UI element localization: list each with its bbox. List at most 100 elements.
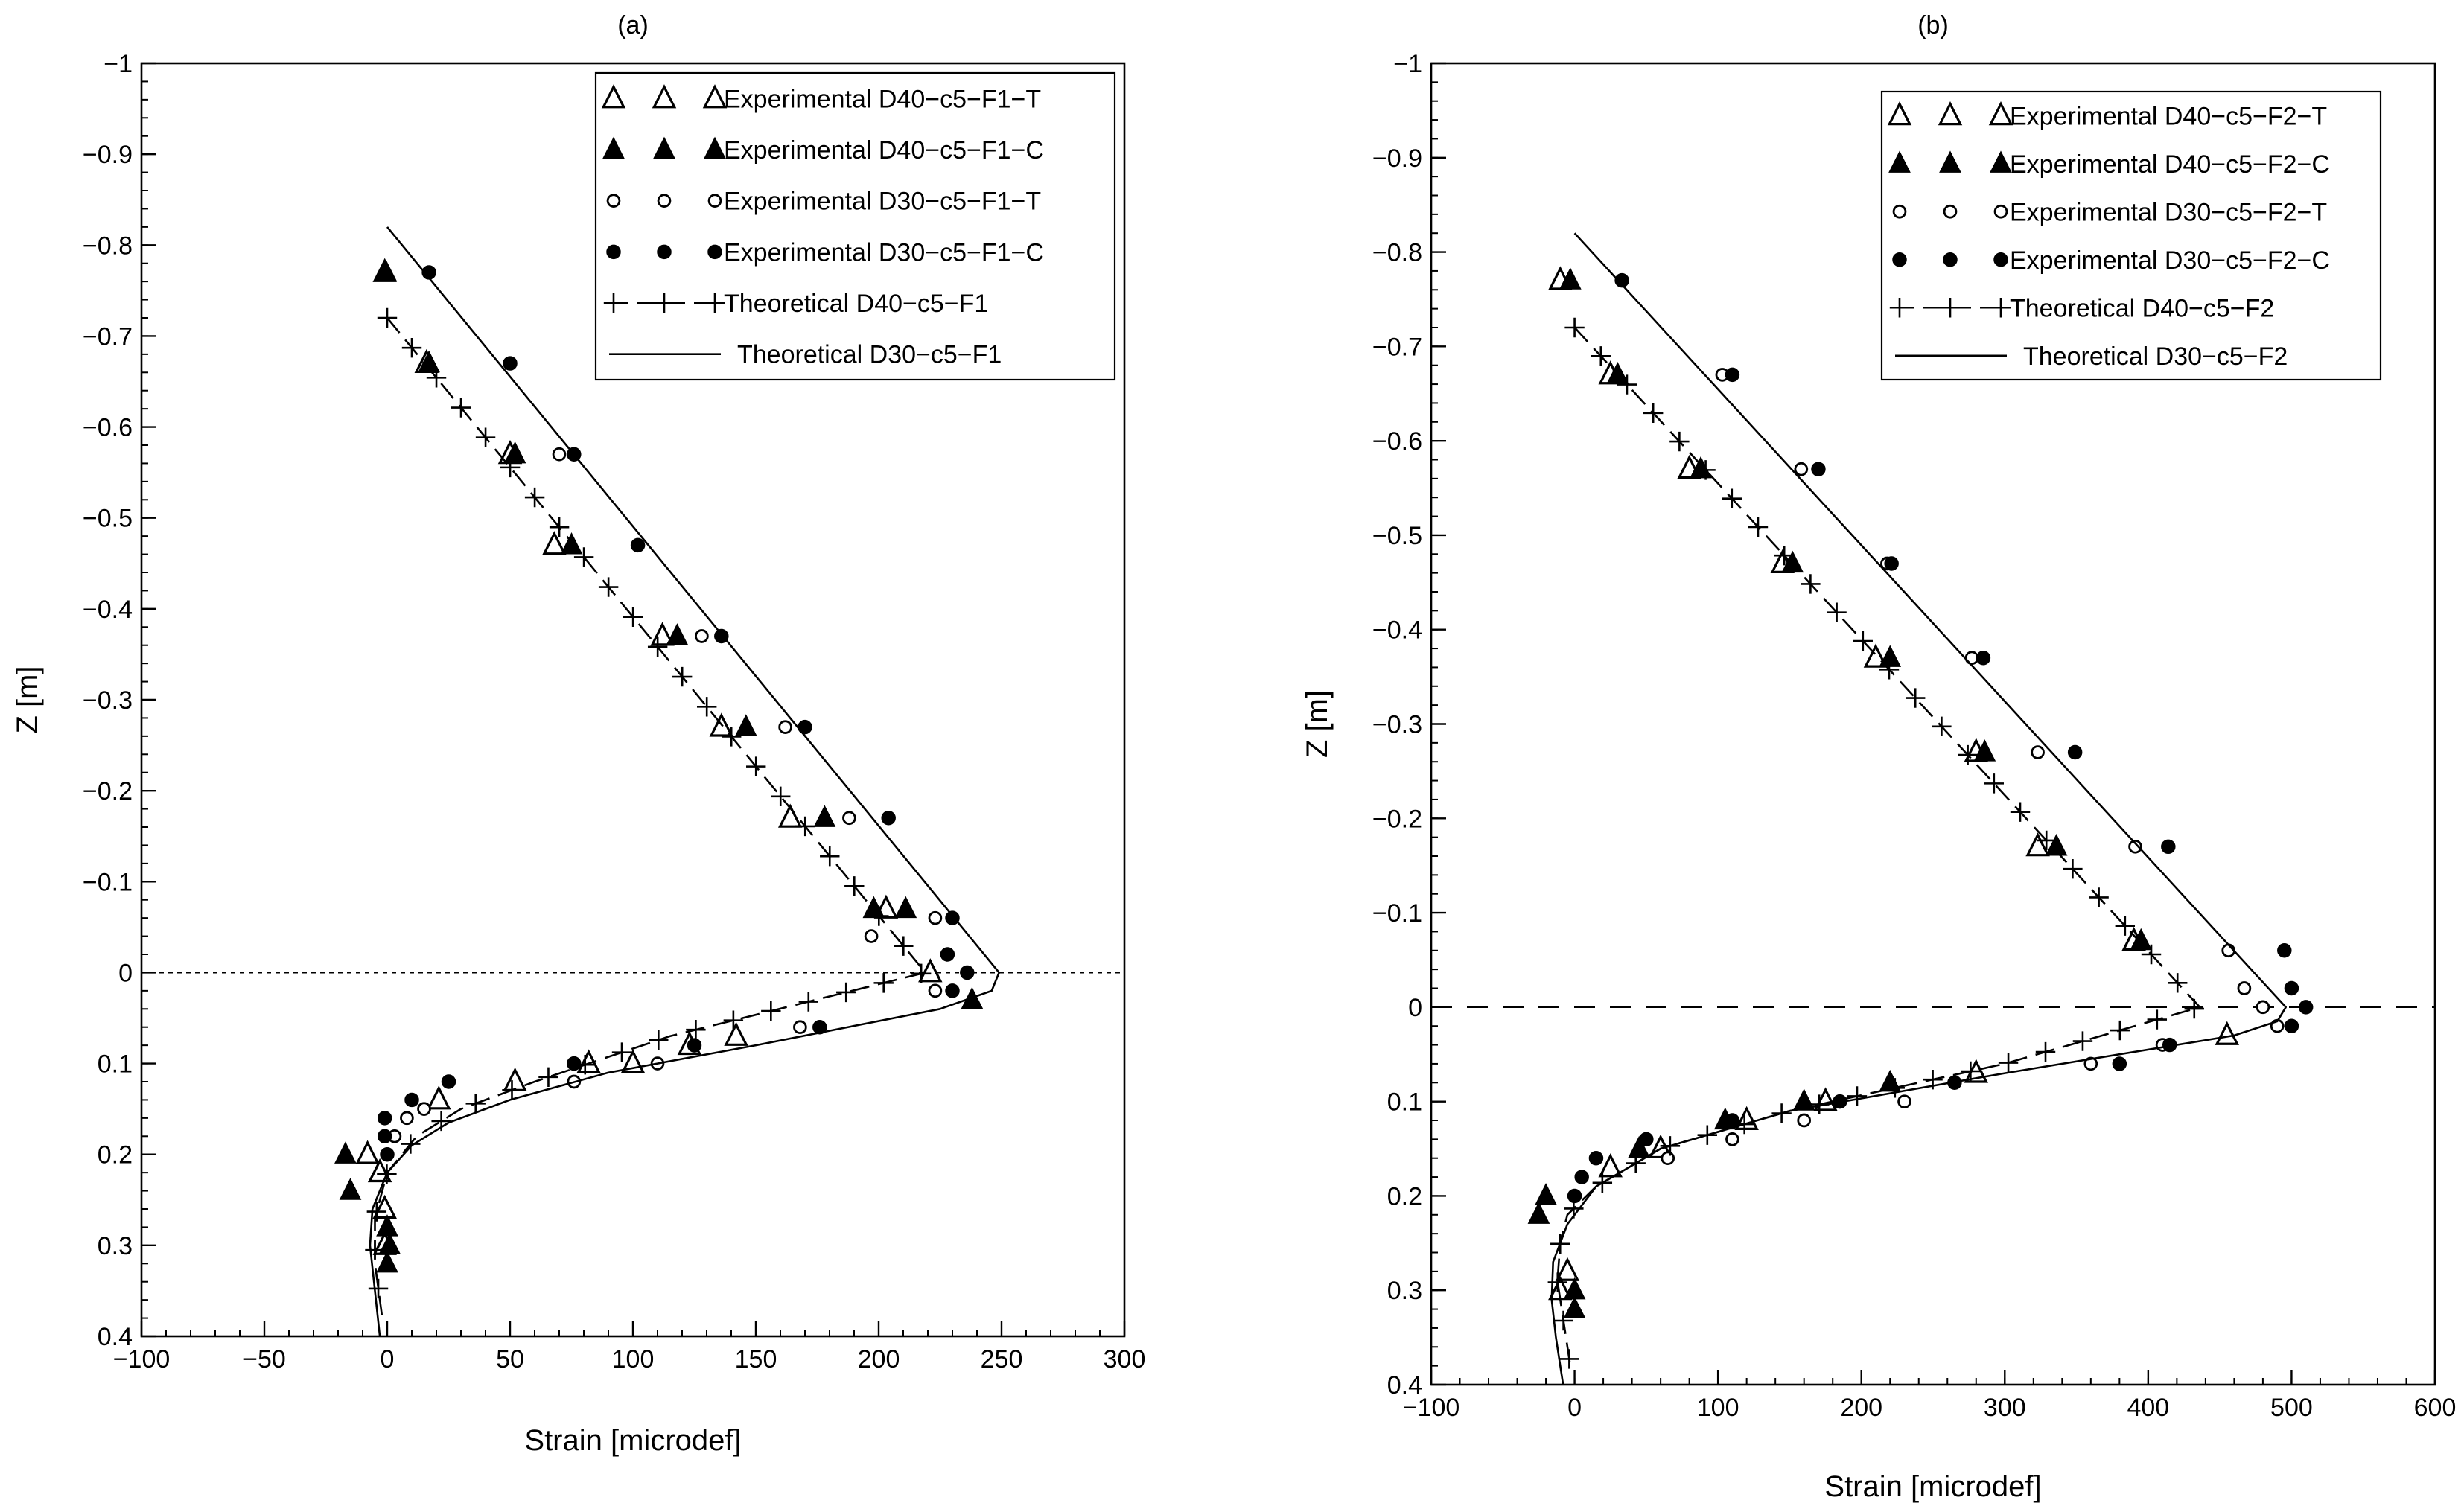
theoretical-plus-marker <box>538 1067 558 1087</box>
theoretical-plus-marker <box>1984 773 2004 794</box>
x-tick-label: 200 <box>1840 1394 1882 1422</box>
theoretical-plus-marker <box>475 427 496 447</box>
theoretical-plus-marker <box>2010 802 2031 822</box>
x-tick-label: 100 <box>1697 1394 1739 1422</box>
data-point-circle-filled <box>798 719 812 735</box>
theoretical-plus-marker <box>1696 460 1716 480</box>
legend-marker <box>606 244 621 260</box>
data-point-circle-filled <box>812 1019 827 1035</box>
theoretical-plus-marker <box>500 457 521 478</box>
data-point-triangle-filled <box>1527 1202 1550 1224</box>
data-point-circle-filled <box>567 1056 582 1071</box>
theoretical-plus-marker <box>377 307 398 328</box>
y-tick-label: 0.2 <box>1387 1182 1422 1210</box>
theoretical-plus-marker <box>401 1134 421 1154</box>
legend-marker <box>657 194 672 208</box>
data-point-circle-open <box>778 720 792 734</box>
x-tick-label: 0 <box>1567 1394 1582 1422</box>
data-point-triangle-filled <box>339 1178 362 1200</box>
series-5 <box>369 226 1000 1337</box>
theoretical-plus-marker <box>426 368 447 388</box>
legend-plus-marker <box>1940 298 1961 318</box>
legend-label: Theoretical D30−c5−F2 <box>2023 342 2288 371</box>
data-point-triangle-filled <box>375 259 398 282</box>
theoretical-plus-marker <box>844 876 865 896</box>
data-point-circle-filled <box>1725 1113 1740 1128</box>
x-tick-label: 300 <box>1984 1394 2026 1422</box>
y-tick-label: 0.4 <box>98 1323 133 1351</box>
theoretical-plus-marker <box>1853 631 1873 651</box>
data-point-triangle-open <box>1555 1257 1580 1281</box>
y-tick-label: −0.7 <box>1372 333 1422 361</box>
theoretical-solid-line <box>1550 232 2287 1385</box>
x-axis-title: Strain [microdef] <box>1824 1470 2041 1503</box>
y-tick-label: 0.3 <box>1387 1277 1422 1305</box>
data-point-triangle-filled <box>813 805 836 827</box>
y-tick-label: −0.7 <box>83 322 133 351</box>
data-point-circle-open <box>2128 840 2142 854</box>
y-tick-label: −1 <box>1393 50 1422 78</box>
theoretical-plus-marker <box>1827 602 1847 622</box>
legend-marker <box>653 136 675 159</box>
data-point-circle-filled <box>1725 367 1740 383</box>
data-point-triangle-filled <box>376 1214 398 1237</box>
data-point-circle-open <box>1725 1132 1739 1146</box>
theoretical-plus-marker <box>1559 1349 1579 1369</box>
legend-label: Experimental D40−c5−F1−C <box>724 136 1044 165</box>
theoretical-plus-marker <box>2063 858 2083 879</box>
theoretical-plus-marker <box>771 786 791 806</box>
theoretical-plus-marker <box>723 1010 744 1030</box>
theoretical-plus-marker <box>672 666 693 687</box>
data-point-circle-filled <box>945 983 960 998</box>
plot-area-frame <box>1430 62 2436 1386</box>
theoretical-plus-marker <box>366 1202 387 1222</box>
theoretical-plus-marker <box>1669 431 1690 452</box>
theoretical-plus-marker <box>894 936 914 956</box>
data-point-triangle-filled <box>1792 1088 1815 1111</box>
data-point-triangle-filled <box>2130 928 2153 951</box>
theoretical-plus-marker <box>1617 374 1637 395</box>
data-point-circle-filled <box>945 910 960 925</box>
data-point-circle-filled <box>2284 1018 2299 1033</box>
theoretical-plus-marker <box>1553 1310 1573 1331</box>
y-tick-label: −0.2 <box>83 777 133 805</box>
theoretical-plus-marker <box>575 1055 595 1075</box>
theoretical-plus-marker <box>1847 1086 1868 1106</box>
data-point-circle-open <box>1897 1094 1911 1108</box>
series-1 <box>1527 267 2153 1318</box>
data-point-circle-filled <box>441 1074 456 1089</box>
data-point-circle-open <box>2083 1056 2098 1071</box>
theoretical-plus-marker <box>1961 1061 1981 1082</box>
theoretical-plus-marker <box>836 982 856 1003</box>
data-point-circle-filled <box>503 356 518 371</box>
theoretical-plus-marker <box>1748 517 1769 537</box>
legend-marker <box>1939 150 1961 173</box>
series-5 <box>1550 232 2287 1385</box>
data-point-triangle-filled <box>1628 1135 1651 1158</box>
data-point-circle-filled <box>2067 744 2083 760</box>
legend-label: Experimental D30−c5−F1−T <box>724 188 1041 216</box>
legend-label: Theoretical D40−c5−F1 <box>724 290 988 318</box>
theoretical-plus-marker <box>1774 545 1795 566</box>
x-tick-label: 0 <box>381 1345 395 1374</box>
legend-marker <box>602 136 625 159</box>
series-4 <box>365 307 932 1318</box>
series-4 <box>1547 317 2204 1369</box>
theoretical-plus-marker <box>746 756 766 776</box>
data-point-circle-open <box>695 629 709 643</box>
data-point-triangle-filled <box>666 623 689 645</box>
data-point-circle-filled <box>1614 272 1629 288</box>
theoretical-plus-marker <box>722 727 742 747</box>
legend-marker <box>1993 204 2008 219</box>
data-point-triangle-open <box>2025 832 2050 857</box>
y-tick-label: −0.1 <box>83 868 133 896</box>
y-tick-label: −0.6 <box>1372 427 1422 456</box>
series-2 <box>1661 368 2285 1166</box>
data-point-triangle-filled <box>1781 550 1804 573</box>
theoretical-plus-marker <box>598 577 619 597</box>
legend-label: Experimental D30−c5−F2−C <box>2010 246 2330 275</box>
legend-label: Experimental D40−c5−F1−T <box>724 85 1041 113</box>
data-point-circle-filled <box>940 947 955 962</box>
theoretical-dashed-line <box>1556 327 2201 1366</box>
theoretical-plus-marker <box>1643 403 1664 424</box>
